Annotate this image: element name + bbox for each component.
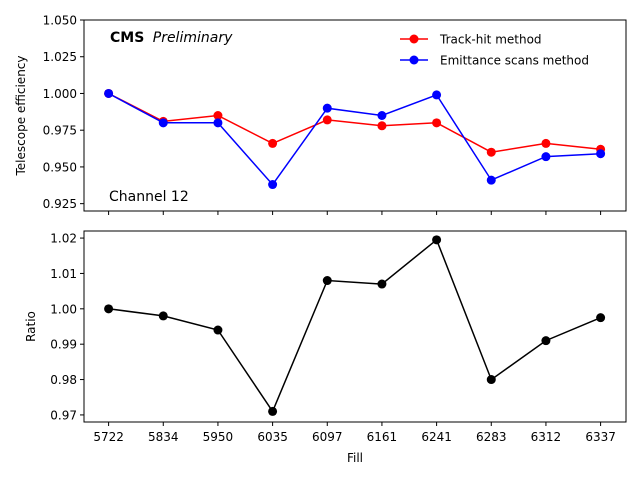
top-series-lines (104, 88, 606, 190)
x-tick-label: 6161 (367, 430, 398, 444)
cms-annotation: CMS Preliminary (110, 30, 233, 46)
bottom-y-tick-label: 1.02 (50, 232, 77, 246)
top-series-0-line (108, 92, 601, 153)
top-y-tick-label: 1.050 (43, 14, 77, 28)
bottom-y-axis-label: Ratio (24, 311, 38, 342)
top-y-tick-label: 0.975 (43, 124, 77, 138)
bottom-series-0-point (486, 375, 496, 385)
bottom-series-0-point (541, 336, 551, 346)
x-tick-label: 6035 (257, 430, 288, 444)
top-series-0-point (377, 121, 387, 131)
legend: Track-hit method Emittance scans method (400, 33, 589, 68)
cms-label: CMS (110, 30, 144, 46)
top-series-0-point (322, 115, 332, 125)
top-x-ticks (108, 211, 602, 215)
top-series-0-point (541, 138, 551, 148)
legend-marker-track-hit (409, 34, 419, 44)
legend-marker-emittance (409, 55, 419, 65)
bottom-series-0-line (108, 238, 601, 413)
top-series-1-point (104, 88, 114, 98)
preliminary-label: Preliminary (153, 30, 233, 46)
top-series-1-point (158, 118, 168, 128)
ratio-panel: 0.97 0.98 0.99 1.00 1.01 1.02 5722 5834 5950 603… (24, 230, 627, 465)
bottom-series-0-point (213, 325, 223, 335)
bottom-y-tick-label: 1.01 (50, 267, 77, 281)
top-series-1-point (268, 180, 278, 190)
top-series-1-point (377, 111, 387, 120)
legend-label-track-hit: Track-hit method (439, 33, 542, 47)
bottom-series-0-point (158, 311, 168, 321)
top-series-1-point (541, 152, 551, 162)
top-series-0-point (486, 147, 496, 157)
top-y-axis-label: Telescope efficiency (14, 56, 28, 177)
top-y-ticks: 0.925 0.950 0.975 1.000 1.025 1.050 (43, 14, 84, 211)
bottom-plot-frame (83, 230, 627, 423)
top-series-0-point (213, 111, 223, 120)
bottom-series-0-point (596, 313, 606, 323)
top-series-0-point (432, 118, 442, 128)
bottom-series-0-point (377, 279, 387, 289)
bottom-series-lines (104, 235, 606, 416)
x-tick-label: 5950 (203, 430, 234, 444)
top-y-tick-label: 0.950 (43, 160, 77, 174)
channel-label: Channel 12 (109, 189, 189, 205)
top-y-tick-label: 0.925 (43, 197, 77, 211)
bottom-y-tick-label: 0.99 (50, 338, 77, 352)
bottom-y-tick-label: 0.97 (50, 408, 77, 422)
top-series-0-point (268, 138, 278, 148)
bottom-series-0-point (268, 406, 278, 416)
x-tick-label: 6097 (312, 430, 343, 444)
x-tick-label: 6337 (585, 430, 616, 444)
top-plot-frame (83, 19, 627, 212)
x-axis-label: Fill (347, 451, 363, 465)
x-tick-label: 6312 (531, 430, 562, 444)
bottom-series-0-point (432, 235, 442, 245)
top-y-tick-label: 1.025 (43, 50, 77, 64)
x-tick-label: 5834 (148, 430, 179, 444)
efficiency-panel: 0.925 0.950 0.975 1.000 1.025 1.050 Telescope… (14, 14, 627, 215)
bottom-y-ticks: 0.97 0.98 0.99 1.00 1.01 1.02 (50, 232, 84, 422)
top-series-1-point (213, 118, 223, 128)
top-series-1-point (596, 149, 606, 159)
x-tick-label: 6283 (476, 430, 507, 444)
top-series-1-point (486, 175, 496, 185)
bottom-x-ticks: 5722 5834 5950 6035 6097 6161 6241 6283 6312 6337 (93, 422, 616, 444)
x-tick-label: 5722 (93, 430, 124, 444)
top-series-1-point (432, 90, 442, 100)
x-tick-label: 6241 (421, 430, 452, 444)
top-y-tick-label: 1.000 (43, 87, 77, 101)
bottom-y-tick-label: 0.98 (50, 373, 77, 387)
bottom-y-tick-label: 1.00 (50, 302, 77, 316)
bottom-series-0-point (104, 304, 114, 314)
top-series-1-line (108, 92, 601, 186)
bottom-series-0-point (322, 276, 332, 286)
top-series-1-point (322, 103, 332, 113)
legend-label-emittance: Emittance scans method (440, 54, 589, 68)
